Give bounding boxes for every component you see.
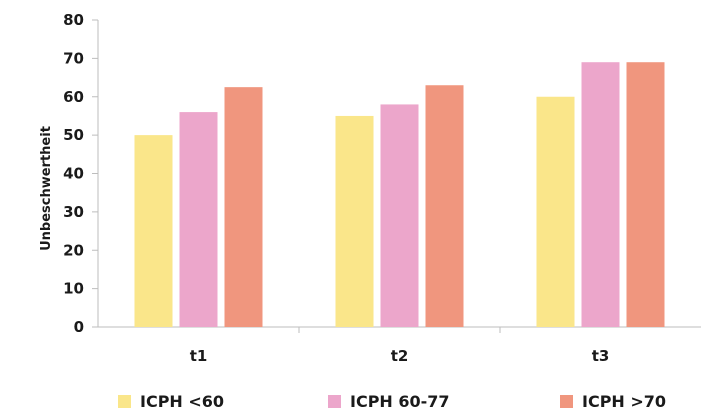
y-axis-title: Unbeschwertheit: [39, 126, 54, 251]
legend-item-icph-over-70: ICPH >70: [560, 392, 666, 411]
legend-label: ICPH <60: [140, 392, 225, 411]
y-tick-label: 70: [63, 49, 84, 67]
legend-swatch: [560, 395, 573, 408]
bar: [179, 112, 218, 327]
y-ticks: 0 10 20 30 40 50 60 70 80: [63, 11, 98, 336]
x-tick-label: t2: [391, 347, 409, 365]
bar: [224, 87, 263, 327]
y-tick-label: 50: [63, 126, 84, 144]
x-tick-label: t3: [592, 347, 610, 365]
legend: ICPH <60 ICPH 60-77 ICPH >70: [0, 392, 701, 414]
bar: [626, 62, 665, 328]
x-axis: t1 t2 t3: [98, 326, 701, 365]
legend-label: ICPH >70: [582, 392, 667, 411]
x-ticks: t1 t2 t3: [190, 327, 610, 365]
legend-swatch: [118, 395, 131, 408]
y-tick-label: 0: [74, 318, 84, 336]
bar: [335, 115, 374, 327]
y-axis: 0 10 20 30 40 50 60 70 80: [63, 11, 99, 336]
bar: [581, 62, 620, 328]
bars: [134, 62, 665, 328]
y-tick-label: 40: [63, 165, 84, 183]
legend-item-icph-60-77: ICPH 60-77: [328, 392, 450, 411]
y-tick-label: 80: [63, 11, 84, 29]
bar-chart: 0 10 20 30 40 50 60 70 80 t1 t2 t3 Unbeschwertheit: [39, 11, 701, 365]
legend-label: ICPH 60-77: [350, 392, 450, 411]
x-tick-label: t1: [190, 347, 208, 365]
bar: [425, 85, 464, 327]
legend-item-icph-under-60: ICPH <60: [118, 392, 224, 411]
y-tick-label: 20: [63, 241, 84, 259]
y-tick-label: 60: [63, 88, 84, 106]
y-tick-label: 30: [63, 203, 84, 221]
bar: [380, 104, 419, 327]
bar: [536, 96, 575, 327]
bar: [134, 135, 173, 327]
legend-swatch: [328, 395, 341, 408]
y-tick-label: 10: [63, 280, 84, 298]
